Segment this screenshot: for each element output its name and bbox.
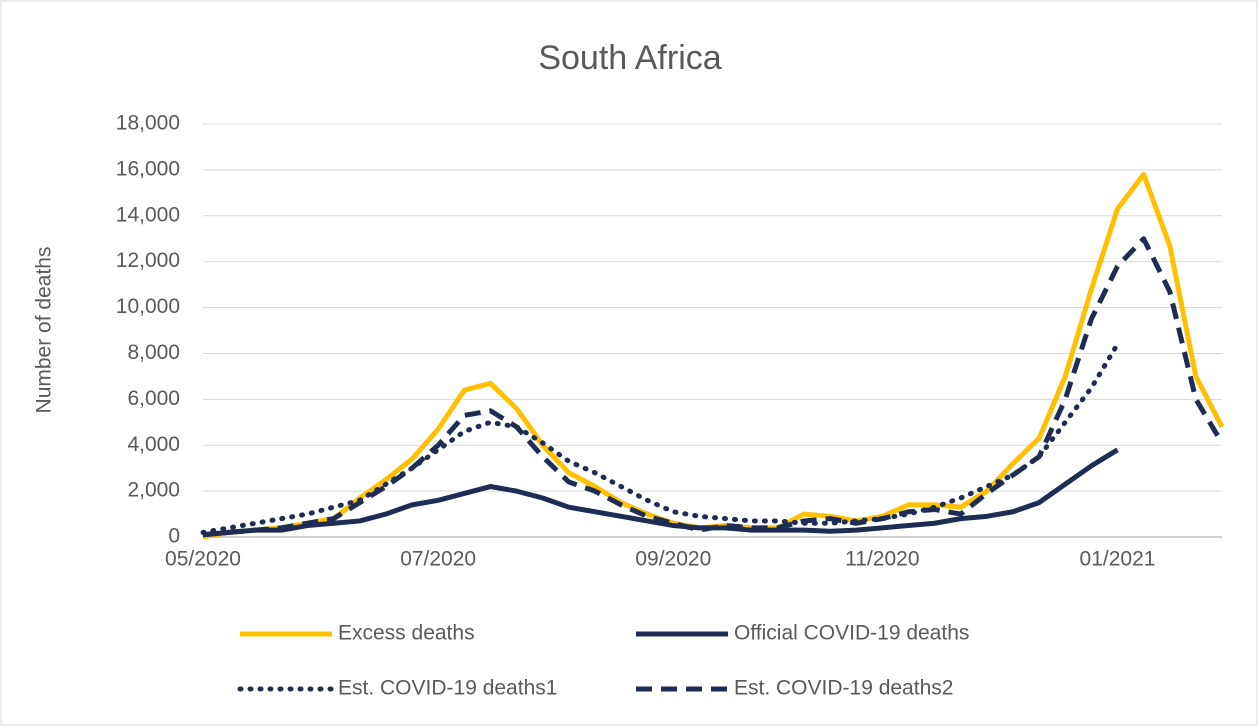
series-line: [202, 447, 1119, 538]
chart-title: South Africa: [538, 39, 721, 77]
y-tick-label: 18,000: [116, 112, 180, 135]
y-tick-label: 0: [168, 525, 180, 548]
y-axis-label: Number of deaths: [33, 247, 56, 414]
series-line: [202, 236, 1225, 538]
legend-label: Est. COVID-19 deaths2: [734, 677, 953, 700]
y-tick-label: 12,000: [116, 249, 180, 272]
y-tick-label: 14,000: [116, 203, 180, 226]
y-tick-label: 4,000: [127, 433, 180, 456]
legend-label: Official COVID-19 deaths: [734, 622, 969, 645]
y-tick-label: 6,000: [127, 387, 180, 410]
legend-label: Est. COVID-19 deaths1: [338, 677, 557, 700]
x-tick-label: 07/2020: [400, 548, 476, 571]
legend-label: Excess deaths: [338, 622, 475, 645]
x-tick-label: 11/2020: [845, 548, 919, 571]
y-tick-label: 8,000: [127, 341, 180, 364]
y-tick-label: 16,000: [116, 157, 180, 180]
y-tick-label: 10,000: [116, 295, 180, 318]
x-tick-label: 09/2020: [635, 548, 711, 571]
x-tick-label: 05/2020: [165, 548, 241, 571]
x-tick-label: 01/2021: [1080, 548, 1156, 571]
y-tick-label: 2,000: [127, 479, 180, 502]
